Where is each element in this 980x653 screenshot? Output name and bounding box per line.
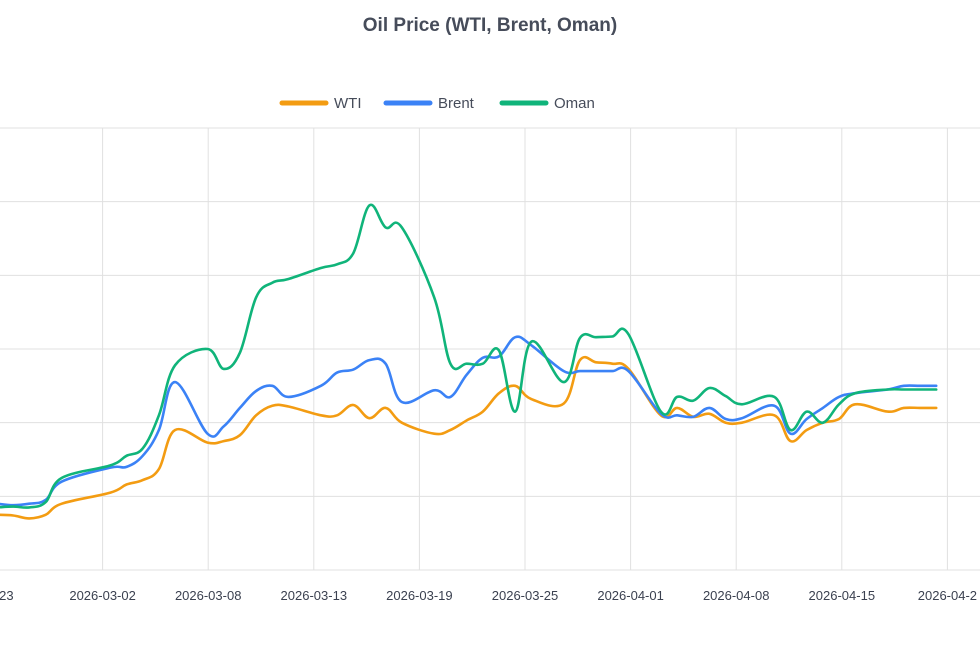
chart-title: Oil Price (WTI, Brent, Oman) [363,15,617,36]
x-tick-label: 2026-04-08 [703,588,770,603]
x-tick-label: 02-23 [0,588,14,603]
x-axis-tick-labels: 02-23 2026-03-02 2026-03-08 2026-03-13 2026-… [0,588,977,603]
series-lines [0,203,938,520]
legend-label: WTI [334,95,362,112]
legend-item-oman[interactable]: Oman [499,95,595,112]
legend-label: Brent [438,95,475,112]
x-tick-label: 2026-03-25 [492,588,559,603]
legend-item-brent[interactable]: Brent [383,95,475,112]
x-tick-label: 2026-04-2 [918,588,977,603]
series-line-brent [0,335,938,507]
series-line-wti [0,355,938,520]
x-tick-label: 2026-03-02 [69,588,136,603]
legend-item-wti[interactable]: WTI [279,95,362,112]
x-tick-label: 2026-03-08 [175,588,242,603]
legend[interactable]: WTI Brent Oman [279,95,595,112]
series-line-oman [0,203,938,509]
x-tick-label: 2026-03-13 [281,588,348,603]
legend-label: Oman [554,95,595,112]
gridlines [0,127,980,571]
x-tick-label: 2026-03-19 [386,588,453,603]
x-tick-label: 2026-04-15 [809,588,876,603]
x-tick-label: 2026-04-01 [597,588,664,603]
